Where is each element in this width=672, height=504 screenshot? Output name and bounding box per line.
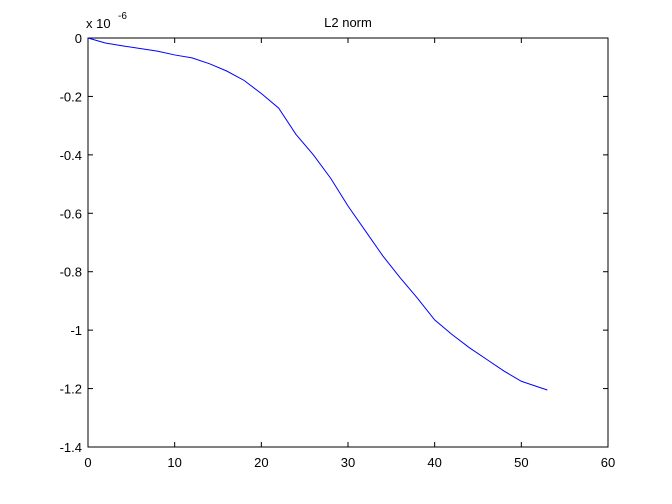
y-tick-label: -0.2 bbox=[60, 89, 82, 104]
x-tick-label: 50 bbox=[514, 455, 528, 470]
y-tick-label: -1.4 bbox=[60, 440, 82, 455]
chart-title: L2 norm bbox=[324, 15, 372, 30]
x-tick-label: 40 bbox=[427, 455, 441, 470]
y-scale-exponent: -6 bbox=[118, 11, 127, 22]
y-tick-label: -1 bbox=[70, 323, 82, 338]
x-tick-label: 30 bbox=[341, 455, 355, 470]
x-tick-label: 60 bbox=[601, 455, 615, 470]
y-tick-label: -0.6 bbox=[60, 206, 82, 221]
data-line bbox=[87, 37, 548, 391]
plot-box bbox=[87, 37, 609, 448]
y-scale-base: x 10 bbox=[86, 16, 111, 31]
y-tick-label: -1.2 bbox=[60, 382, 82, 397]
y-tick-label: -0.4 bbox=[60, 148, 82, 163]
y-tick-label: -0.8 bbox=[60, 265, 82, 280]
x-tick-label: 10 bbox=[167, 455, 181, 470]
y-tick-label: 0 bbox=[75, 31, 82, 46]
x-tick-label: 20 bbox=[254, 455, 268, 470]
x-tick-label: 0 bbox=[84, 455, 91, 470]
